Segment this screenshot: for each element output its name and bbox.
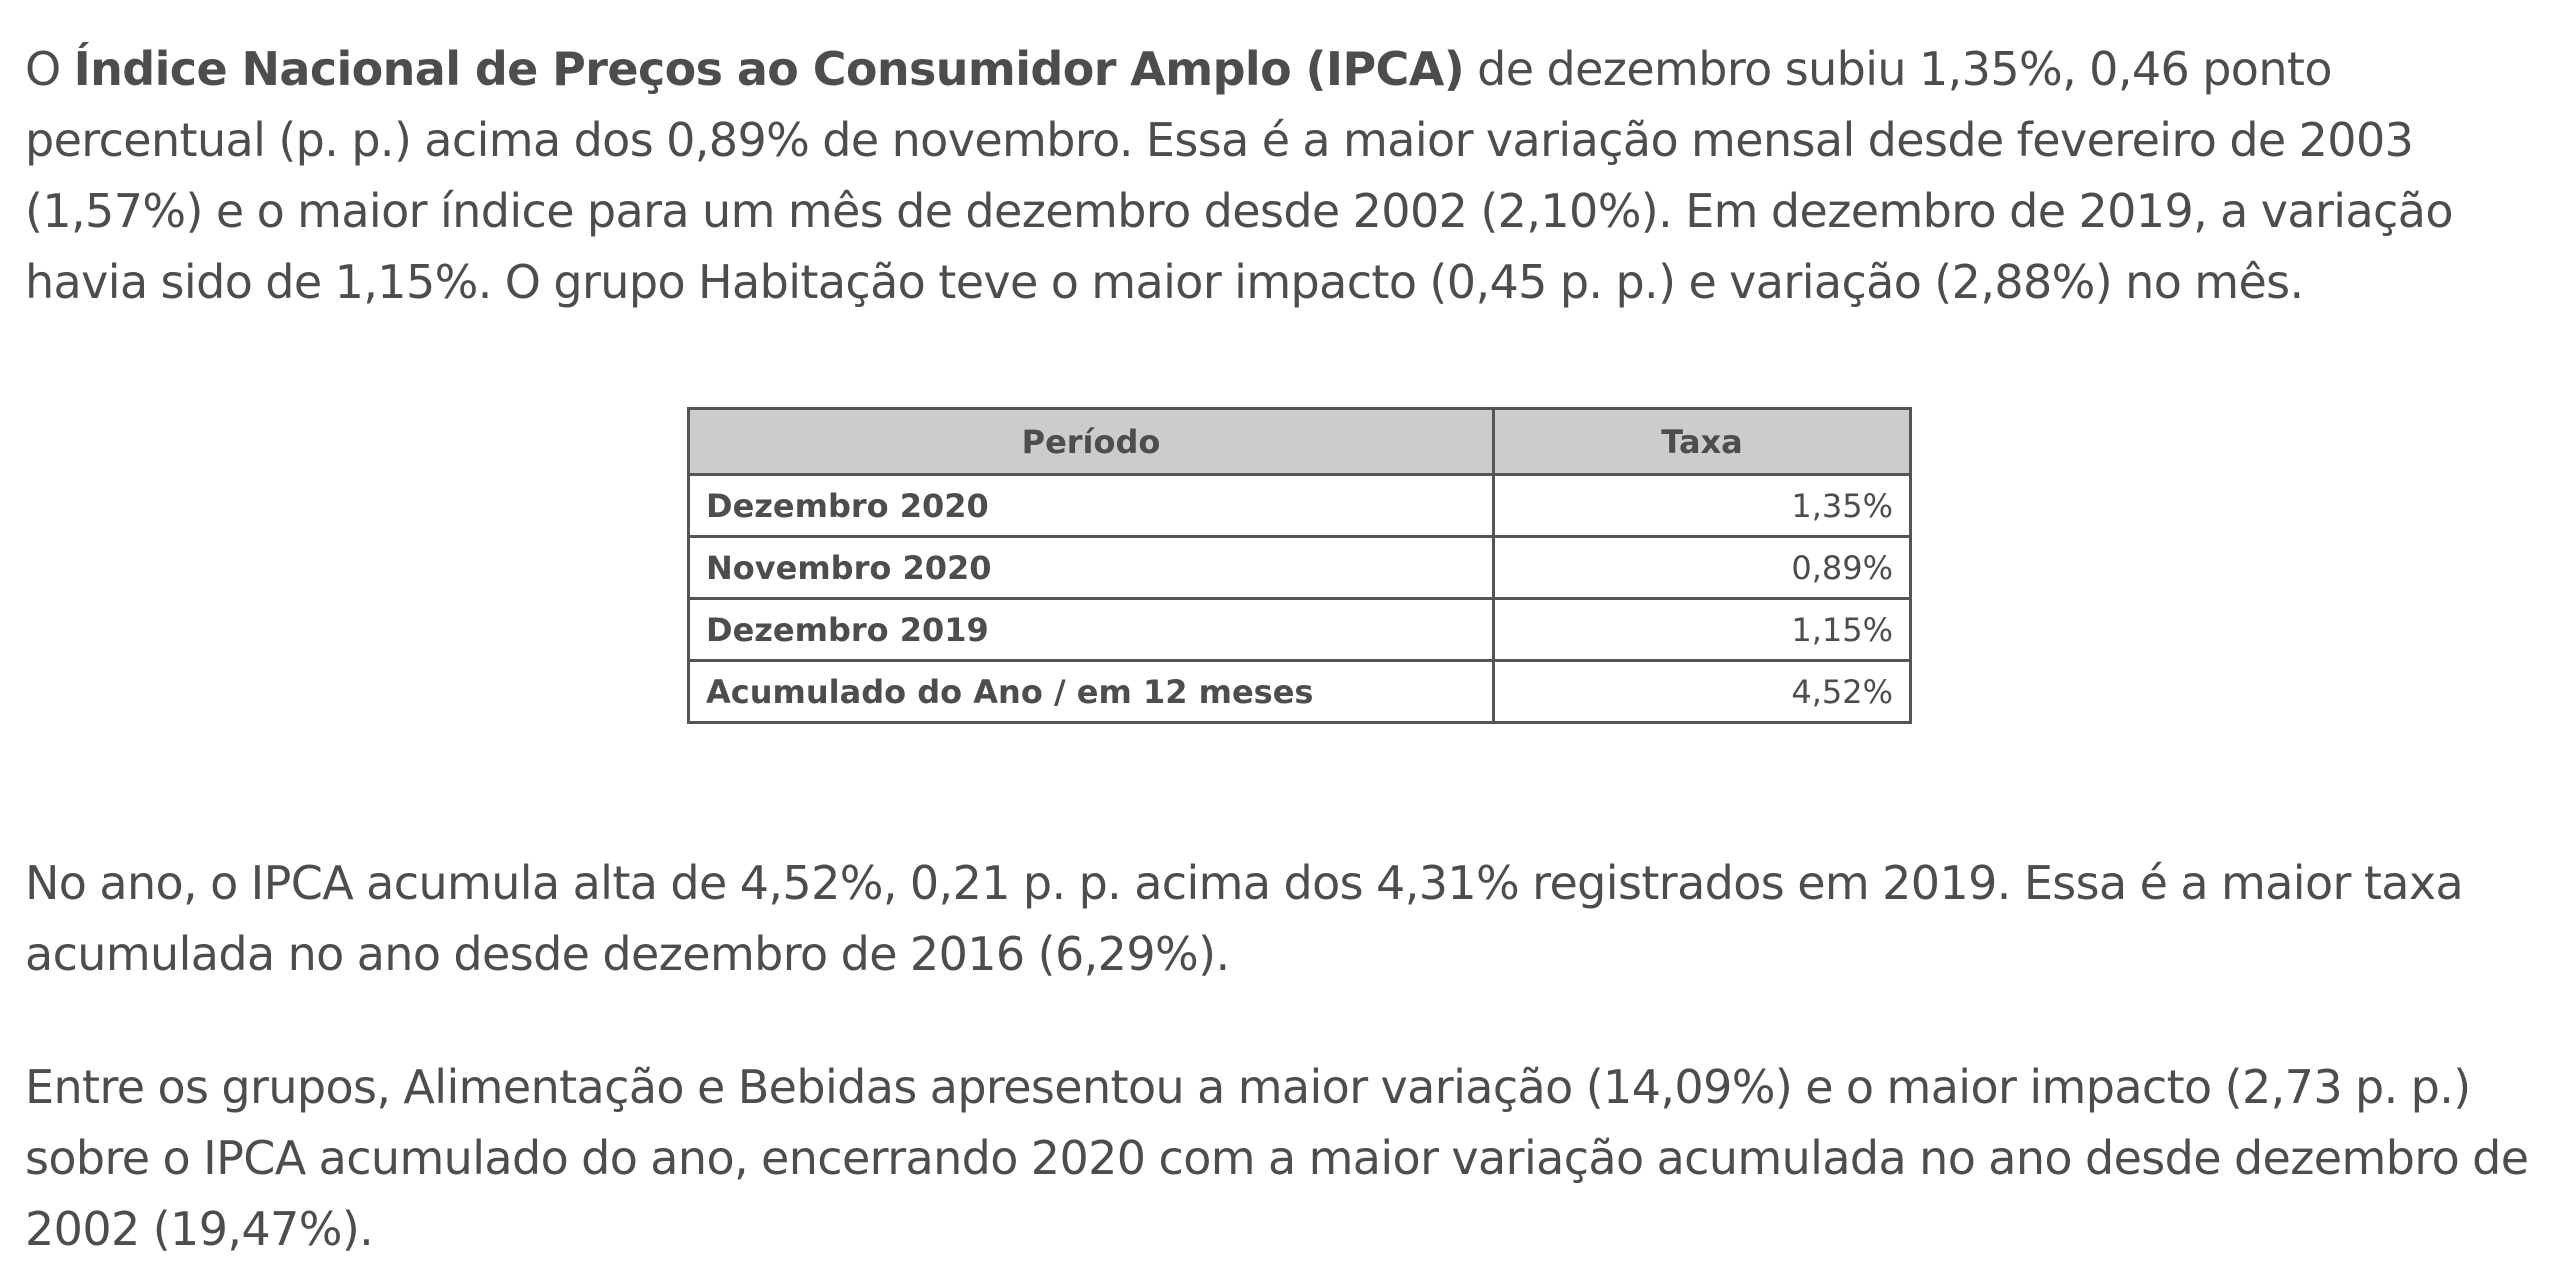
header-periodo: Período xyxy=(687,407,1495,476)
row-periodo: Acumulado do Ano / em 12 meses xyxy=(687,659,1495,724)
ipca-full-name: Índice Nacional de Preços ao Consumidor … xyxy=(73,42,1465,96)
intro-paragraph: O Índice Nacional de Preços ao Consumido… xyxy=(25,34,2538,318)
row-periodo: Novembro 2020 xyxy=(687,535,1495,600)
intro-prefix: O xyxy=(25,42,74,96)
row-taxa: 4,52% xyxy=(1492,659,1912,724)
row-taxa: 0,89% xyxy=(1492,535,1912,600)
ipca-rates-table: Período Taxa Dezembro 2020 1,35% Novembr… xyxy=(687,407,1912,724)
table-header-row: Período Taxa xyxy=(687,407,1912,476)
table-row: Acumulado do Ano / em 12 meses 4,52% xyxy=(687,659,1912,724)
groups-paragraph: Entre os grupos, Alimentação e Bebidas a… xyxy=(25,1060,2529,1256)
row-taxa: 1,35% xyxy=(1492,473,1912,538)
table-row: Dezembro 2020 1,35% xyxy=(687,473,1912,538)
row-periodo: Dezembro 2019 xyxy=(687,597,1495,662)
table-row: Novembro 2020 0,89% xyxy=(687,535,1912,600)
ipca-table-container: Período Taxa Dezembro 2020 1,35% Novembr… xyxy=(687,407,1912,724)
row-periodo: Dezembro 2020 xyxy=(687,473,1495,538)
row-taxa: 1,15% xyxy=(1492,597,1912,662)
header-taxa: Taxa xyxy=(1492,407,1912,476)
table-row: Dezembro 2019 1,15% xyxy=(687,597,1912,662)
intro-text: de dezembro subiu 1,35%, 0,46 ponto perc… xyxy=(25,42,2453,309)
annual-paragraph: No ano, o IPCA acumula alta de 4,52%, 0,… xyxy=(25,856,2464,981)
